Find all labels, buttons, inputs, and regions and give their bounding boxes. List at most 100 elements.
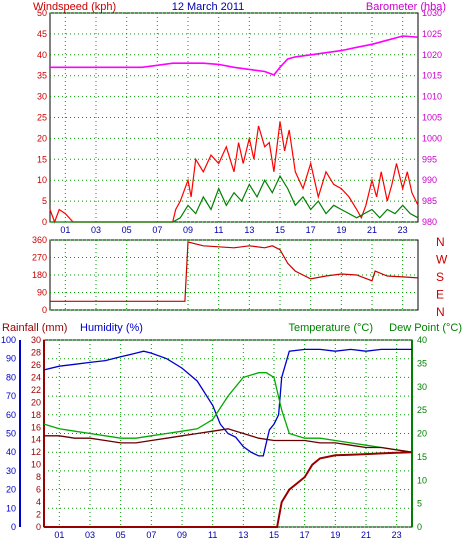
windspeed-tick-label: 5 [42, 196, 47, 206]
rainfall-line [44, 451, 413, 528]
humidity-tick-label: 0 [11, 522, 16, 532]
humidity-tick-label: 50 [6, 429, 16, 439]
rainfall-tick-label: 6 [36, 485, 41, 495]
windspeed-tick-label: 35 [37, 71, 47, 81]
wind-average-line [50, 174, 419, 223]
rainfall-tick-label: 20 [31, 397, 41, 407]
windspeed-tick-label: 0 [42, 217, 47, 227]
wind-barometer-x-tick-label: 09 [183, 225, 193, 235]
barometer-tick-label: 1020 [422, 50, 442, 60]
barometer-tick-label: 1015 [422, 71, 442, 81]
rainfall-tick-label: 8 [36, 472, 41, 482]
windspeed-tick-label: 40 [37, 50, 47, 60]
windspeed-tick-label: 30 [37, 92, 47, 102]
wind-barometer-x-tick-label: 17 [306, 225, 316, 235]
temperature-humidity-x-tick-label: 21 [361, 530, 371, 540]
barometer-tick-label: 1030 [422, 8, 442, 18]
barometer-tick-label: 1010 [422, 92, 442, 102]
rainfall-tick-label: 18 [31, 410, 41, 420]
barometer-tick-label: 985 [422, 196, 437, 206]
temperature-humidity-x-tick-label: 13 [238, 530, 248, 540]
humidity-tick-label: 40 [6, 447, 16, 457]
direction-tick-label: 360 [32, 235, 47, 245]
rainfall-tick-label: 24 [31, 372, 41, 382]
temperature-axis-title: Temperature (°C) [289, 322, 373, 334]
wind-barometer-x-tick-label: 03 [91, 225, 101, 235]
temperature-humidity-x-tick-label: 03 [85, 530, 95, 540]
temperature-humidity-x-tick-label: 07 [146, 530, 156, 540]
humidity-axis-title: Humidity (%) [80, 322, 143, 334]
humidity-tick-label: 70 [6, 391, 16, 401]
windspeed-tick-label: 25 [37, 113, 47, 123]
barometer-axis-title: Barometer (hba) [366, 1, 446, 13]
windspeed-tick-label: 50 [37, 8, 47, 18]
rainfall-tick-label: 26 [31, 360, 41, 370]
wind-barometer-x-tick-label: 11 [214, 225, 223, 235]
humidity-tick-label: 60 [6, 410, 16, 420]
dewpoint-line [44, 428, 413, 453]
rainfall-tick-label: 10 [31, 460, 41, 470]
temperature-tick-label: 35 [417, 358, 427, 368]
temperature-humidity-x-tick-label: 11 [208, 530, 217, 540]
barometer-tick-label: 1025 [422, 29, 442, 39]
rainfall-tick-label: 0 [36, 522, 41, 532]
rainfall-tick-label: 14 [31, 435, 41, 445]
wind-barometer-x-tick-label: 15 [275, 225, 285, 235]
humidity-tick-label: 90 [6, 354, 16, 364]
barometer-tick-label: 1005 [422, 113, 442, 123]
windspeed-tick-label: 20 [37, 133, 47, 143]
temperature-humidity-x-tick-label: 15 [269, 530, 279, 540]
compass-tick-label: E [436, 288, 444, 302]
windspeed-axis-title: Windspeed (kph) [33, 1, 116, 13]
direction-tick-label: 270 [32, 253, 47, 263]
temperature-tick-label: 25 [417, 405, 427, 415]
temperature-humidity-x-tick-label: 05 [116, 530, 126, 540]
compass-tick-label: N [436, 305, 445, 319]
rainfall-tick-label: 12 [31, 447, 41, 457]
rainfall-tick-label: 2 [36, 510, 41, 520]
temperature-humidity-x-tick-label: 23 [392, 530, 402, 540]
dewpoint-axis-title: Dew Point (°C) [389, 322, 462, 334]
compass-tick-label: W [436, 253, 448, 267]
temperature-tick-label: 30 [417, 382, 427, 392]
barometer-line [50, 35, 419, 76]
date-title: 12 March 2011 [172, 1, 245, 13]
direction-tick-label: 0 [42, 305, 47, 315]
windspeed-tick-label: 45 [37, 29, 47, 39]
windspeed-tick-label: 10 [37, 175, 47, 185]
rainfall-tick-label: 30 [31, 335, 41, 345]
wind-barometer-x-tick-label: 23 [398, 225, 408, 235]
wind-barometer-chart: 0510152025303540455098098599099510001005… [37, 8, 442, 235]
direction-tick-label: 90 [37, 288, 47, 298]
humidity-tick-label: 20 [6, 485, 16, 495]
temperature-tick-label: 5 [417, 499, 422, 509]
wind-barometer-x-tick-label: 19 [336, 225, 346, 235]
rainfall-tick-label: 16 [31, 422, 41, 432]
barometer-tick-label: 1000 [422, 133, 442, 143]
wind-direction-line [50, 241, 419, 302]
wind-barometer-x-tick-label: 21 [367, 225, 377, 235]
rainfall-tick-label: 28 [31, 347, 41, 357]
wind-barometer-x-tick-label: 07 [152, 225, 162, 235]
rainfall-tick-label: 22 [31, 385, 41, 395]
rainfall-tick-label: 4 [36, 497, 41, 507]
temperature-humidity-x-tick-label: 09 [177, 530, 187, 540]
temperature-humidity-x-tick-label: 19 [330, 530, 340, 540]
barometer-tick-label: 990 [422, 175, 437, 185]
compass-tick-label: S [436, 270, 444, 284]
humidity-tick-label: 100 [1, 335, 16, 345]
humidity-line [43, 348, 412, 457]
temperature-tick-label: 0 [417, 522, 422, 532]
rainfall-axis-title: Rainfall (mm) [2, 322, 67, 334]
windspeed-tick-label: 15 [37, 154, 47, 164]
wind-gust-line [49, 121, 419, 224]
temperature-tick-label: 15 [417, 452, 427, 462]
temperature-humidity-x-tick-label: 17 [300, 530, 310, 540]
temperature-humidity-chart: 0102030405060708090100024681012141618202… [1, 335, 427, 540]
wind-barometer-x-tick-label: 13 [244, 225, 254, 235]
temperature-tick-label: 10 [417, 475, 427, 485]
temperature-humidity-x-tick-label: 01 [54, 530, 64, 540]
